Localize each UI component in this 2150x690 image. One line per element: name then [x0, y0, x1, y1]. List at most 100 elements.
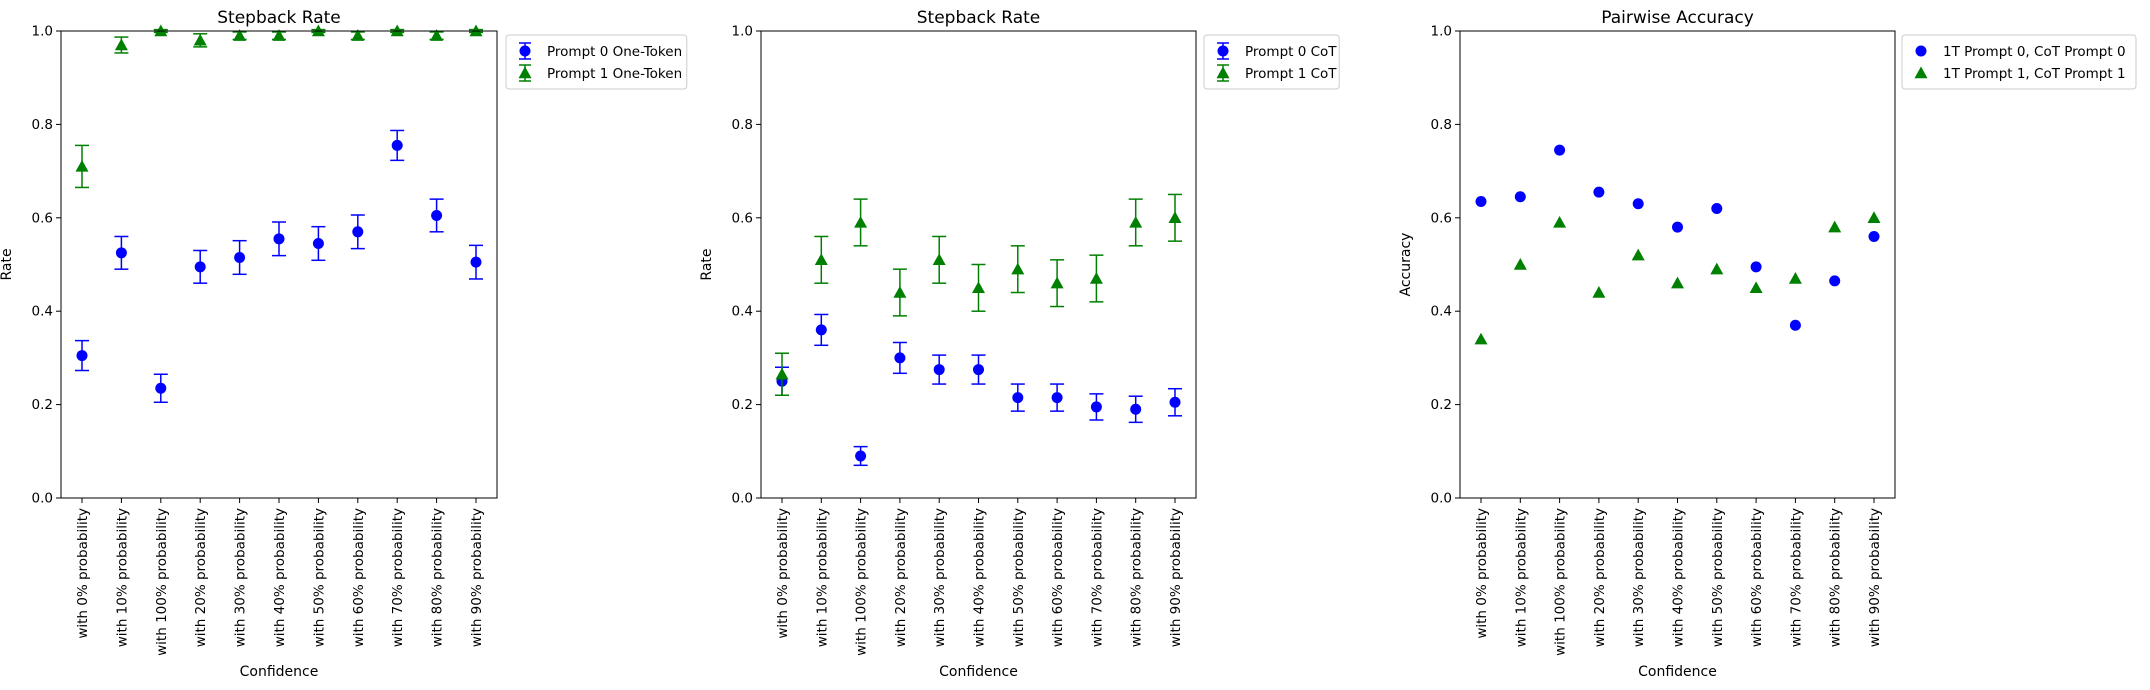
x-axis-label: Confidence — [1638, 664, 1717, 680]
x-tick-label: with 70% probability — [1788, 508, 1804, 647]
y-axis-label: Accuracy — [1398, 233, 1414, 297]
legend-label: Prompt 0 CoT — [1245, 44, 1337, 60]
data-point — [115, 247, 127, 259]
y-tick-label: 0.4 — [1431, 304, 1452, 320]
data-point — [312, 237, 324, 249]
x-tick-label: with 100% probability — [854, 508, 870, 656]
data-point — [1554, 144, 1566, 156]
y-tick-label: 0.0 — [1431, 491, 1452, 507]
y-tick-label: 0.2 — [32, 397, 53, 413]
x-tick-label: with 70% probability — [390, 508, 406, 647]
chart-title: Stepback Rate — [917, 8, 1041, 28]
y-tick-label: 1.0 — [32, 24, 53, 40]
y-tick-label: 0.4 — [732, 304, 753, 320]
data-point — [273, 233, 285, 245]
y-tick-label: 0.6 — [732, 210, 753, 226]
data-point — [1632, 198, 1644, 210]
y-tick-label: 0.0 — [32, 491, 53, 507]
x-tick-label: with 10% probability — [114, 508, 130, 647]
data-point — [1829, 275, 1841, 287]
data-point — [1631, 248, 1645, 261]
data-point — [1749, 281, 1763, 294]
data-point — [391, 139, 403, 151]
y-tick-label: 0.8 — [1431, 117, 1452, 133]
legend-box — [1203, 34, 1340, 90]
data-point — [1592, 286, 1606, 298]
legend-box — [505, 34, 688, 90]
x-tick-label: with 50% probability — [311, 508, 327, 647]
data-point — [1828, 220, 1842, 233]
y-tick-label: 0.4 — [32, 304, 53, 320]
x-tick-label: with 80% probability — [430, 508, 446, 647]
x-tick-label: with 60% probability — [1050, 508, 1066, 647]
data-point — [311, 24, 325, 37]
data-point — [193, 33, 207, 46]
x-tick-label: with 10% probability — [814, 508, 830, 647]
legend-label: Prompt 1 CoT — [1245, 66, 1337, 82]
data-point — [1553, 215, 1567, 228]
y-tick-label: 1.0 — [732, 24, 753, 40]
axes-frame — [60, 30, 498, 499]
x-tick-label: with 20% probability — [893, 508, 909, 647]
y-tick-label: 0.6 — [1431, 210, 1452, 226]
data-point — [114, 38, 128, 51]
y-tick-label: 1.0 — [1431, 24, 1452, 40]
legend-marker — [1216, 66, 1230, 79]
x-tick-label: with 100% probability — [154, 508, 170, 656]
y-axis-label: Rate — [0, 248, 15, 280]
data-point — [1475, 195, 1487, 207]
data-point — [1168, 211, 1182, 223]
data-point — [1867, 211, 1881, 223]
x-tick-label: with 0% probability — [75, 508, 91, 639]
data-point — [1169, 396, 1181, 408]
x-axis-label: Confidence — [939, 664, 1018, 680]
legend-marker — [518, 66, 532, 79]
data-point — [1051, 392, 1063, 404]
legend-marker — [1915, 45, 1927, 57]
data-point — [972, 281, 985, 294]
data-point — [390, 24, 404, 37]
data-point — [775, 367, 789, 380]
data-point — [1672, 221, 1683, 233]
data-point — [1474, 332, 1488, 345]
x-tick-label: with 60% probability — [351, 508, 367, 647]
series-2 — [775, 193, 1182, 397]
x-tick-label: with 40% probability — [972, 508, 988, 647]
legend: 1T Prompt 0, CoT Prompt 0 1T Prompt 1, Co… — [1901, 34, 2137, 90]
data-point — [155, 382, 167, 394]
data-point — [1130, 403, 1142, 415]
x-tick-label: with 30% probability — [1631, 508, 1647, 647]
chart-title: Stepback Rate — [217, 8, 341, 28]
data-point — [1710, 262, 1724, 275]
data-point — [855, 450, 867, 462]
x-tick-label: with 90% probability — [469, 508, 485, 647]
data-point — [1090, 401, 1102, 413]
data-point — [75, 159, 89, 172]
legend-label: 1T Prompt 1, CoT Prompt 1 — [1943, 66, 2126, 82]
chart-title: Pairwise Accuracy — [1601, 8, 1754, 28]
x-tick-label: with 40% probability — [1671, 508, 1687, 647]
legend: Prompt 0 CoT Prompt 1 CoT — [1203, 34, 1340, 90]
legend-marker — [1217, 45, 1229, 57]
y-tick-label: 0.2 — [732, 397, 753, 413]
chart-panel-2: Stepback Rate 0.0 0.2 0.4 0.6 0.8 1.0 Rate with … — [699, 8, 1340, 680]
data-point — [430, 29, 444, 41]
x-tick-label: with 30% probability — [233, 508, 249, 647]
legend-label: Prompt 1 One-Token — [547, 66, 682, 82]
series-2 — [75, 24, 483, 189]
x-tick-label: with 80% probability — [1828, 508, 1844, 647]
data-point — [973, 364, 984, 376]
data-point — [814, 253, 828, 266]
x-tick-label: with 20% probability — [193, 508, 209, 647]
y-tick-label: 0.2 — [1431, 397, 1452, 413]
data-point — [1789, 319, 1801, 331]
x-tick-label: with 100% probability — [1553, 508, 1569, 656]
series-2 — [1474, 211, 1881, 345]
x-tick-label: with 20% probability — [1592, 508, 1608, 647]
legend-marker — [519, 45, 531, 57]
data-point — [932, 253, 946, 266]
data-point — [194, 261, 206, 273]
data-point — [1129, 215, 1143, 228]
data-point — [1050, 276, 1064, 289]
data-point — [154, 24, 168, 37]
